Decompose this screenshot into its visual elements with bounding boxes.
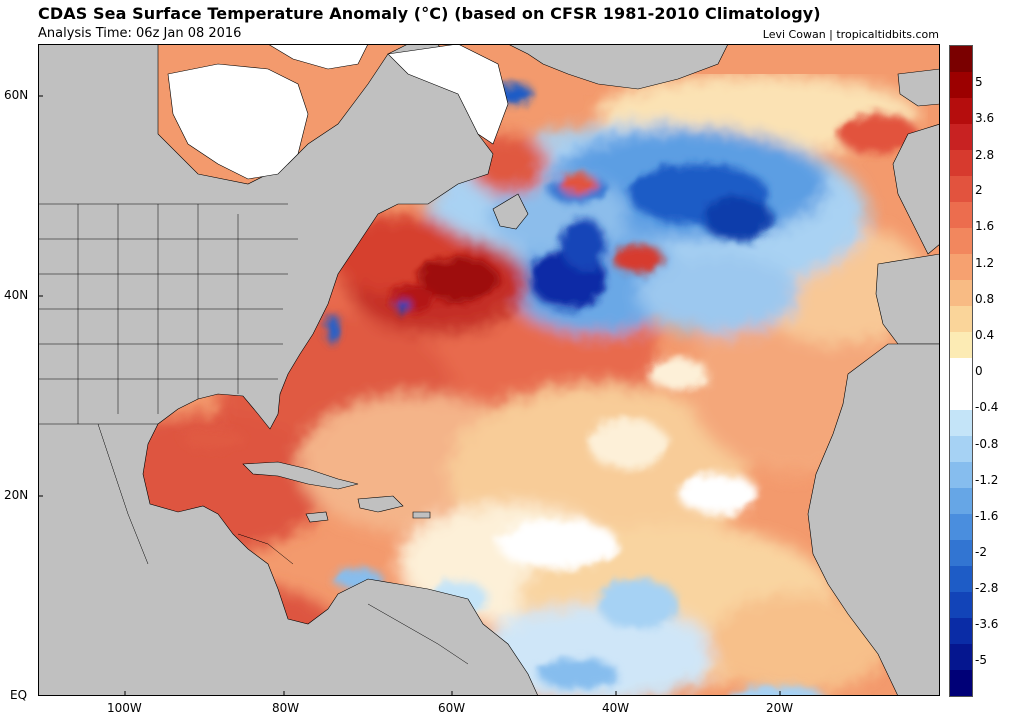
- colorbar-swatch: [950, 358, 972, 385]
- colorbar-label: 5: [975, 75, 983, 89]
- iceland-land: [897, 68, 940, 107]
- map-title: CDAS Sea Surface Temperature Anomaly (°C…: [38, 4, 821, 23]
- hispaniola-land: [357, 495, 404, 513]
- colorbar-label: -0.8: [975, 437, 999, 451]
- lat-label-60n: 60N: [4, 88, 29, 102]
- colorbar-label: 0.4: [975, 328, 995, 342]
- cuba-land: [242, 461, 359, 490]
- colorbar-label: -1.2: [975, 473, 999, 487]
- colorbar-swatch: [950, 436, 972, 463]
- labrador-ice: [387, 44, 509, 145]
- map-frame: [38, 44, 940, 696]
- colorbar-swatch: [950, 410, 972, 437]
- colorbar-label: 2: [975, 183, 983, 197]
- colorbar-swatch: [950, 46, 972, 73]
- greenland-land: [507, 44, 729, 90]
- colorbar: [949, 45, 973, 697]
- colorbar-swatch: [950, 306, 972, 333]
- colorbar-swatch: [950, 202, 972, 229]
- colorbar-label: -1.6: [975, 509, 999, 523]
- lon-label-40w: 40W: [602, 701, 630, 715]
- political-borders: [38, 203, 469, 665]
- africa-land: [807, 343, 940, 696]
- analysis-time: Analysis Time: 06z Jan 08 2016: [38, 26, 242, 41]
- colorbar-swatch: [950, 280, 972, 307]
- lat-label-20n: 20N: [4, 488, 29, 502]
- colorbar-label: 2.8: [975, 148, 995, 162]
- puerto-rico-land: [412, 511, 431, 519]
- colorbar-swatch: [950, 150, 972, 177]
- lat-label-40n: 40N: [4, 288, 29, 302]
- colorbar-label: -0.4: [975, 400, 999, 414]
- colorbar-label: -2: [975, 545, 987, 559]
- colorbar-swatch: [950, 514, 972, 541]
- sea-ice: [167, 44, 509, 180]
- colorbar-label: 1.6: [975, 219, 995, 233]
- newfoundland-land: [492, 193, 529, 230]
- colorbar-swatch: [950, 566, 972, 593]
- colorbar-swatch: [950, 124, 972, 151]
- colorbar-swatch: [950, 72, 972, 99]
- colorbar-label: -5: [975, 653, 987, 667]
- baffin-ice: [267, 44, 369, 70]
- hudson-bay-ice: [167, 63, 309, 180]
- europe-land: [892, 123, 940, 255]
- north-america-land: [38, 44, 539, 696]
- colorbar-label: 1.2: [975, 256, 995, 270]
- axis-ticks: [38, 95, 781, 696]
- colorbar-labels: 5 3.6 2.8 2 1.6 1.2 0.8 0.4 0 -0.4 -0.8 -1.2 -1.6 -2 -…: [975, 45, 1020, 695]
- credit-text: Levi Cowan | tropicaltidbits.com: [762, 28, 939, 41]
- colorbar-swatch: [950, 618, 972, 645]
- colorbar-swatch: [950, 592, 972, 619]
- colorbar-label: 0.8: [975, 292, 995, 306]
- colorbar-label: -2.8: [975, 581, 999, 595]
- lat-label-eq: EQ: [10, 688, 28, 702]
- colorbar-label: 0: [975, 364, 983, 378]
- lon-label-100w: 100W: [107, 701, 142, 715]
- lon-label-80w: 80W: [272, 701, 300, 715]
- jamaica-land: [305, 511, 329, 523]
- colorbar-swatch: [950, 254, 972, 281]
- land-masses: [38, 44, 940, 696]
- colorbar-swatch: [950, 228, 972, 255]
- colorbar-swatch: [950, 670, 972, 696]
- colorbar-swatch: [950, 332, 972, 359]
- colorbar-swatch: [950, 384, 972, 411]
- colorbar-label: -3.6: [975, 617, 999, 631]
- colorbar-label: 3.6: [975, 111, 995, 125]
- sst-anomaly-map: [38, 44, 940, 696]
- colorbar-swatch: [950, 540, 972, 567]
- colorbar-swatch: [950, 176, 972, 203]
- colorbar-swatch: [950, 644, 972, 671]
- colorbar-swatch: [950, 488, 972, 515]
- lon-label-20w: 20W: [766, 701, 794, 715]
- colorbar-swatch: [950, 98, 972, 125]
- lon-label-60w: 60W: [438, 701, 466, 715]
- colorbar-swatch: [950, 462, 972, 489]
